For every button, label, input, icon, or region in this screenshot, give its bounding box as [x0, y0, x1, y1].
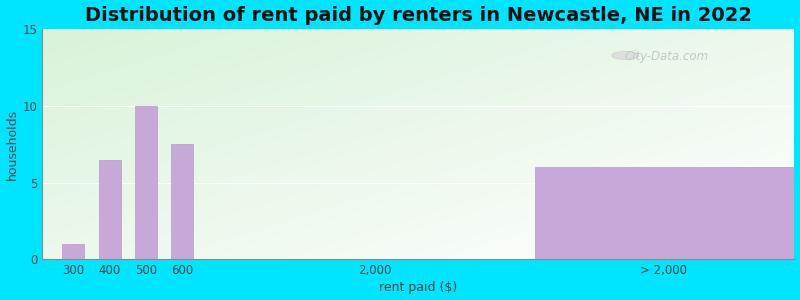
Bar — [171, 144, 194, 260]
Circle shape — [612, 51, 638, 59]
Bar — [62, 244, 84, 260]
Bar — [135, 106, 157, 260]
Bar — [534, 167, 793, 260]
Bar — [98, 160, 121, 260]
X-axis label: rent paid ($): rent paid ($) — [379, 281, 458, 294]
Text: City-Data.com: City-Data.com — [625, 50, 709, 63]
Y-axis label: households: households — [6, 109, 18, 180]
Title: Distribution of rent paid by renters in Newcastle, NE in 2022: Distribution of rent paid by renters in … — [85, 6, 752, 25]
